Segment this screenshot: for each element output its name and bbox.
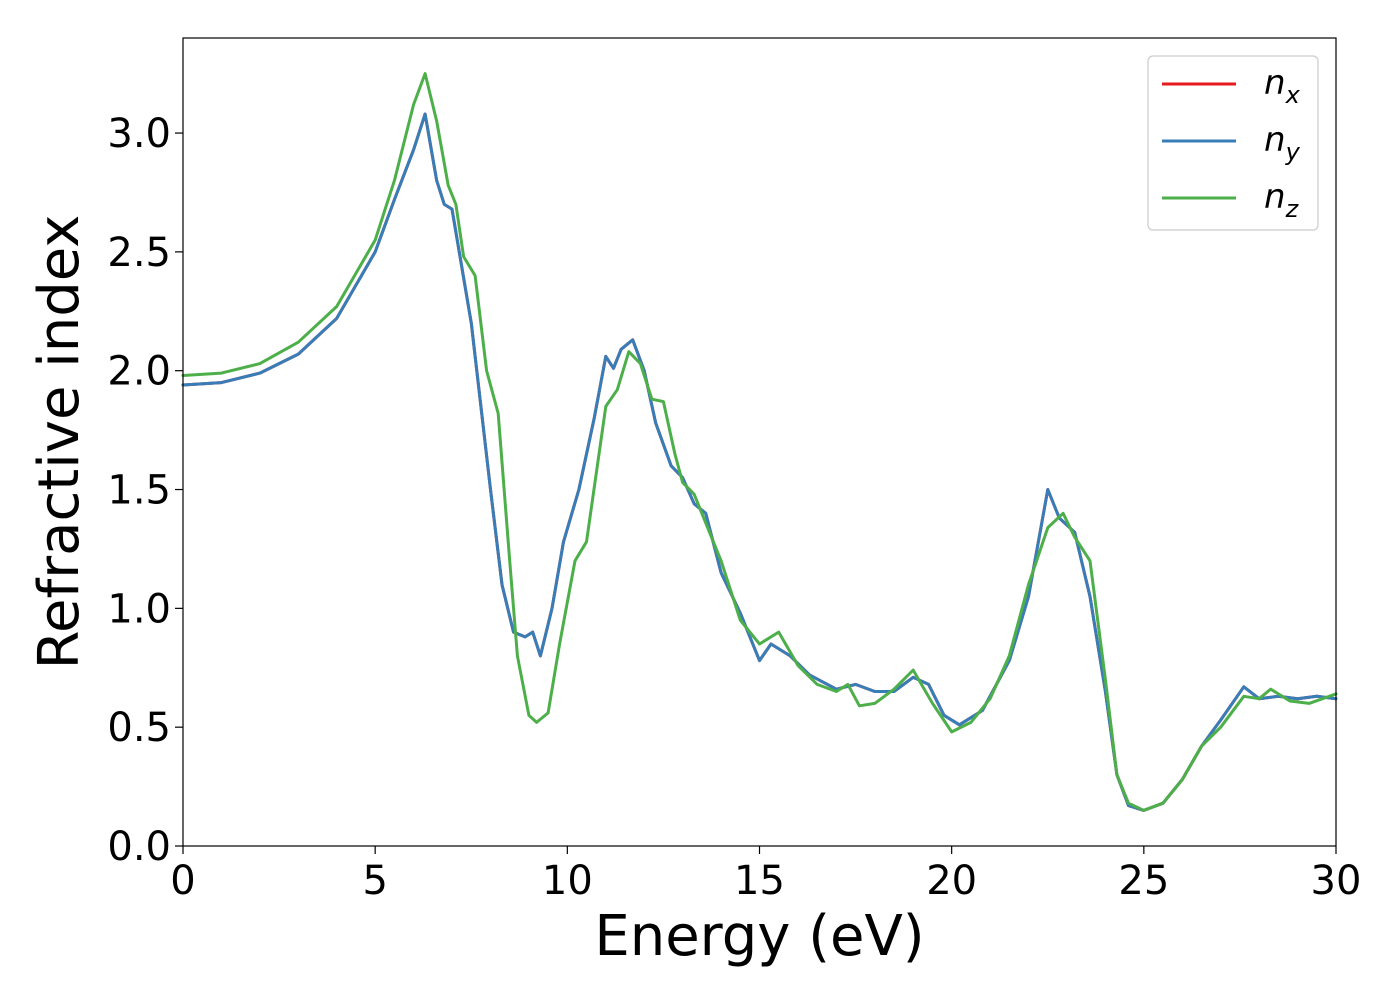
legend-label-subscript: z	[1285, 195, 1300, 223]
legend-label-main: n	[1264, 177, 1286, 217]
x-axis-title: Energy (eV)	[594, 904, 924, 969]
y-tick-label: 0.0	[107, 824, 171, 870]
legend-box	[1147, 55, 1319, 231]
x-tick-label: 30	[1311, 858, 1362, 904]
legend-label-main: n	[1264, 120, 1286, 160]
legend-label-nz: nz	[1264, 177, 1300, 223]
legend-label-subscript: x	[1285, 81, 1301, 109]
x-tick-label: 5	[362, 858, 387, 904]
x-tick-label: 20	[926, 858, 977, 904]
y-tick-label: 1.0	[107, 586, 171, 632]
x-tick-label: 25	[1118, 858, 1169, 904]
legend-label-main: n	[1264, 63, 1286, 103]
legend-label-subscript: y	[1285, 138, 1301, 166]
legend-label-ny: ny	[1264, 120, 1301, 166]
y-tick-label: 2.5	[107, 230, 171, 276]
series-line-nz	[181, 72, 1338, 812]
ticks-layer: 0 5 10 15 20 25 30 0.0 0.5 1.0 1.5 2.0 2.5 3.0	[107, 111, 1361, 904]
y-tick-label: 2.0	[107, 349, 171, 395]
x-tick-label: 10	[542, 858, 593, 904]
y-axis-title: Refractive index	[27, 215, 92, 670]
x-tick-label: 15	[734, 858, 785, 904]
series-layer	[181, 72, 1338, 812]
legend-label-nx: nx	[1264, 63, 1301, 109]
y-tick-label: 3.0	[107, 111, 171, 157]
y-tick-label: 1.5	[107, 468, 171, 514]
y-tick-label: 0.5	[107, 705, 171, 751]
x-tick-label: 0	[170, 858, 195, 904]
